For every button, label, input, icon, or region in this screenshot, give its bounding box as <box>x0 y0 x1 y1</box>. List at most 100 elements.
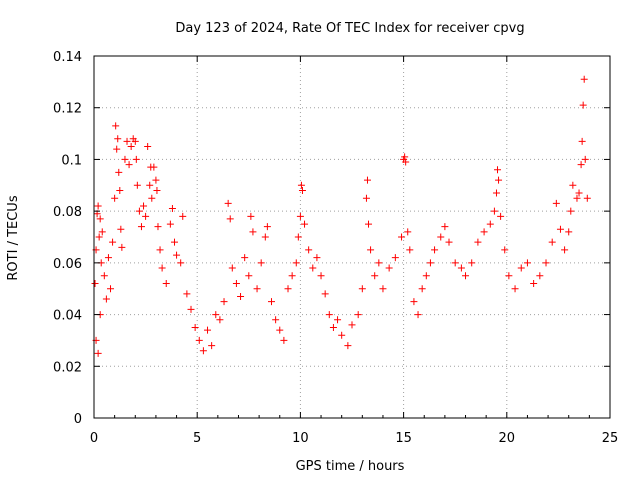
data-point-marker <box>245 272 253 280</box>
data-point-marker <box>95 233 103 241</box>
data-point-marker <box>309 264 317 272</box>
data-point-marker <box>276 326 284 334</box>
data-point-marker <box>212 311 220 319</box>
data-point-marker <box>313 254 321 262</box>
data-point-marker <box>511 285 519 293</box>
chart-title: Day 123 of 2024, Rate Of TEC Index for r… <box>175 21 524 36</box>
data-point-marker <box>123 137 131 145</box>
data-point-marker <box>102 295 110 303</box>
data-point-marker <box>462 272 470 280</box>
data-point-marker <box>125 161 133 169</box>
data-point-marker <box>410 298 418 306</box>
data-point-marker <box>556 225 564 233</box>
data-point-marker <box>109 238 117 246</box>
data-point-marker <box>220 298 228 306</box>
data-point-marker <box>195 336 203 344</box>
data-point-marker <box>348 321 356 329</box>
data-point-marker <box>474 238 482 246</box>
data-point-marker <box>162 280 170 288</box>
data-point-marker <box>441 223 449 231</box>
data-point-marker <box>431 246 439 254</box>
data-point-marker <box>552 199 560 207</box>
data-point-marker <box>142 212 150 220</box>
data-point-marker <box>292 259 300 267</box>
data-point-marker <box>363 176 371 184</box>
data-point-marker <box>358 285 366 293</box>
data-point-marker <box>569 181 577 189</box>
data-point-marker <box>232 280 240 288</box>
data-point-marker <box>249 228 257 236</box>
data-point-marker <box>379 285 387 293</box>
data-point-marker <box>133 181 141 189</box>
data-point-marker <box>445 238 453 246</box>
data-point-marker <box>148 194 156 202</box>
plot-frame <box>93 55 611 419</box>
data-point-marker <box>280 336 288 344</box>
data-point-marker <box>166 220 174 228</box>
data-point-marker <box>257 259 265 267</box>
data-point-marker <box>497 212 505 220</box>
data-point-marker <box>216 316 224 324</box>
data-point-marker <box>581 155 589 163</box>
data-point-marker <box>577 161 585 169</box>
data-point-marker <box>114 135 122 143</box>
data-point-marker <box>177 259 185 267</box>
data-point-marker <box>406 246 414 254</box>
data-point-marker <box>398 233 406 241</box>
data-point-marker <box>298 186 306 194</box>
data-point-marker <box>530 280 538 288</box>
data-point-marker <box>523 259 531 267</box>
data-point-marker <box>156 246 164 254</box>
y-axis-label: ROTI / TECUs <box>6 195 21 280</box>
data-point-marker <box>112 122 120 130</box>
data-point-marker <box>272 316 280 324</box>
x-tick-label: 15 <box>395 431 412 446</box>
data-point-marker <box>131 137 139 145</box>
data-point-marker <box>144 143 152 150</box>
data-point-marker <box>536 272 544 280</box>
data-point-marker <box>354 311 362 319</box>
data-point-marker <box>492 189 500 197</box>
data-point-marker <box>437 233 445 241</box>
x-tick-label: 20 <box>499 431 516 446</box>
data-point-marker <box>152 176 160 184</box>
data-point-marker <box>294 233 302 241</box>
data-point-marker <box>468 259 476 267</box>
data-point-marker <box>422 272 430 280</box>
data-point-marker <box>334 316 342 324</box>
data-point-marker <box>542 259 550 267</box>
data-point-marker <box>127 143 135 150</box>
data-point-marker <box>573 194 581 202</box>
data-point-marker <box>391 254 399 262</box>
y-tick-label: 0.02 <box>53 360 82 375</box>
data-point-marker <box>365 220 373 228</box>
data-point-marker <box>548 238 556 246</box>
data-point-marker <box>98 228 106 236</box>
data-point-marker <box>121 155 129 163</box>
data-point-marker <box>284 285 292 293</box>
data-point-marker <box>495 176 503 184</box>
data-point-marker <box>325 311 333 319</box>
y-tick-label: 0.04 <box>53 309 82 324</box>
grid-lines <box>94 56 610 418</box>
data-point-marker <box>494 166 502 174</box>
data-point-marker <box>146 181 154 189</box>
data-point-marker <box>132 155 140 163</box>
data-point-marker <box>113 145 121 153</box>
data-point-marker <box>135 207 143 215</box>
data-point-marker <box>94 202 102 210</box>
data-point-marker <box>226 215 234 223</box>
data-point-marker <box>115 168 123 176</box>
data-point-marker <box>263 223 271 231</box>
data-point-marker <box>261 233 269 241</box>
y-tick-label: 0.08 <box>53 205 82 220</box>
axis-ticks: 0 5 10 15 20 25 0 0.02 0.04 0.06 0.08 0.1 0.12 0.14 <box>53 50 618 446</box>
data-point-marker <box>170 238 178 246</box>
data-point-marker <box>153 186 161 194</box>
data-point-marker <box>451 259 459 267</box>
data-point-marker <box>414 311 422 319</box>
data-point-marker <box>224 199 232 207</box>
data-point-marker <box>480 228 488 236</box>
data-point-marker <box>118 243 126 251</box>
